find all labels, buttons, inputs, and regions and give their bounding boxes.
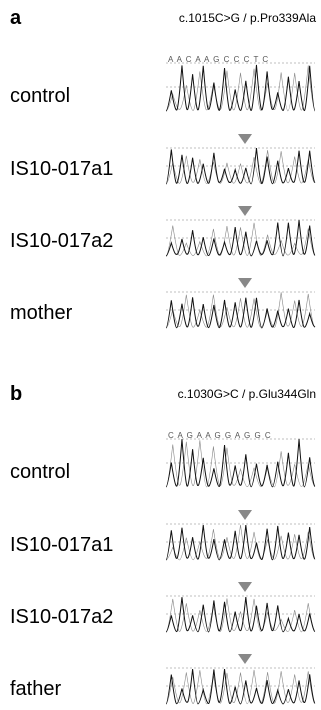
- sample-label: father: [10, 678, 61, 700]
- trace: [166, 525, 315, 560]
- variant-arrow: [238, 582, 252, 592]
- variant-arrow: [238, 206, 252, 216]
- trace: [166, 439, 315, 487]
- sample-label: IS10-017a1: [10, 158, 113, 180]
- variant-arrow: [238, 654, 252, 664]
- panel-label: b: [10, 383, 22, 405]
- panel-label: a: [10, 7, 22, 29]
- trace: [166, 220, 315, 256]
- sample-label: control: [10, 85, 70, 107]
- figure: ac.1015C>G / p.Pro339AlaA A C A A G C C …: [0, 0, 321, 710]
- sample-label: IS10-017a2: [10, 230, 113, 252]
- sample-label: control: [10, 461, 70, 483]
- trace-secondary: [166, 440, 315, 487]
- variant-arrow: [238, 134, 252, 144]
- sample-label: mother: [10, 302, 73, 324]
- trace-secondary: [166, 598, 315, 632]
- trace-secondary: [166, 292, 315, 328]
- panel-title: c.1030G>C / p.Glu344Gln: [178, 387, 316, 401]
- variant-arrow: [238, 278, 252, 288]
- panel-title: c.1015C>G / p.Pro339Ala: [179, 11, 316, 25]
- sample-label: IS10-017a2: [10, 606, 113, 628]
- trace-secondary: [166, 525, 315, 560]
- trace-secondary: [166, 65, 315, 111]
- trace-secondary: [166, 150, 315, 184]
- variant-arrow: [238, 510, 252, 520]
- sample-label: IS10-017a1: [10, 534, 113, 556]
